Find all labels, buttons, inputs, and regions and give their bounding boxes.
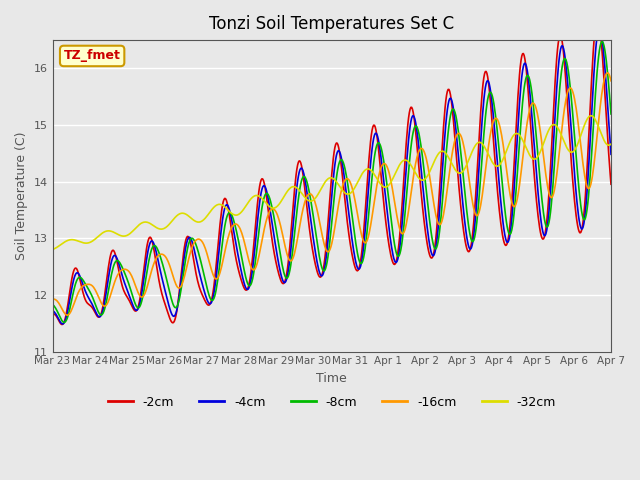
-8cm — [598, 39, 606, 45]
-16cm — [63, 312, 71, 318]
-32cm — [587, 113, 595, 119]
-2cm — [49, 311, 56, 317]
-2cm — [557, 33, 564, 38]
Line: -16cm: -16cm — [52, 73, 611, 315]
-32cm — [433, 154, 440, 160]
-16cm — [378, 162, 386, 168]
-4cm — [433, 234, 441, 240]
-8cm — [433, 243, 441, 249]
-2cm — [196, 286, 204, 292]
-16cm — [607, 78, 615, 84]
-16cm — [557, 138, 564, 144]
-16cm — [324, 249, 332, 255]
Y-axis label: Soil Temperature (C): Soil Temperature (C) — [15, 132, 28, 260]
-2cm — [324, 222, 332, 228]
-8cm — [196, 255, 204, 261]
-16cm — [433, 218, 441, 224]
-8cm — [607, 111, 615, 117]
Text: TZ_fmet: TZ_fmet — [64, 49, 120, 62]
-32cm — [172, 215, 179, 220]
-32cm — [195, 219, 203, 225]
-4cm — [557, 47, 564, 52]
-2cm — [594, 15, 602, 21]
-4cm — [378, 164, 386, 170]
-4cm — [49, 307, 56, 313]
-2cm — [172, 313, 180, 319]
-16cm — [196, 237, 204, 242]
-32cm — [323, 177, 331, 182]
-4cm — [596, 25, 604, 31]
Line: -4cm: -4cm — [52, 28, 611, 324]
-8cm — [557, 77, 564, 83]
-16cm — [604, 70, 611, 76]
-16cm — [172, 281, 180, 287]
-4cm — [172, 311, 180, 316]
Line: -8cm: -8cm — [52, 42, 611, 323]
-16cm — [49, 296, 56, 302]
X-axis label: Time: Time — [316, 372, 347, 385]
-32cm — [607, 141, 615, 147]
-2cm — [58, 322, 66, 327]
-4cm — [59, 321, 67, 327]
Legend: -2cm, -4cm, -8cm, -16cm, -32cm: -2cm, -4cm, -8cm, -16cm, -32cm — [102, 391, 561, 414]
Line: -2cm: -2cm — [52, 18, 611, 324]
-4cm — [324, 239, 332, 244]
-32cm — [378, 182, 385, 188]
Line: -32cm: -32cm — [52, 116, 611, 250]
-32cm — [556, 129, 564, 134]
-4cm — [196, 272, 204, 278]
-2cm — [607, 181, 615, 187]
-8cm — [378, 150, 386, 156]
-8cm — [60, 320, 68, 325]
-8cm — [172, 305, 180, 311]
Title: Tonzi Soil Temperatures Set C: Tonzi Soil Temperatures Set C — [209, 15, 454, 33]
-32cm — [49, 247, 56, 252]
-4cm — [607, 151, 615, 157]
-2cm — [433, 220, 441, 226]
-8cm — [49, 301, 56, 307]
-2cm — [378, 184, 386, 190]
-8cm — [324, 254, 332, 260]
